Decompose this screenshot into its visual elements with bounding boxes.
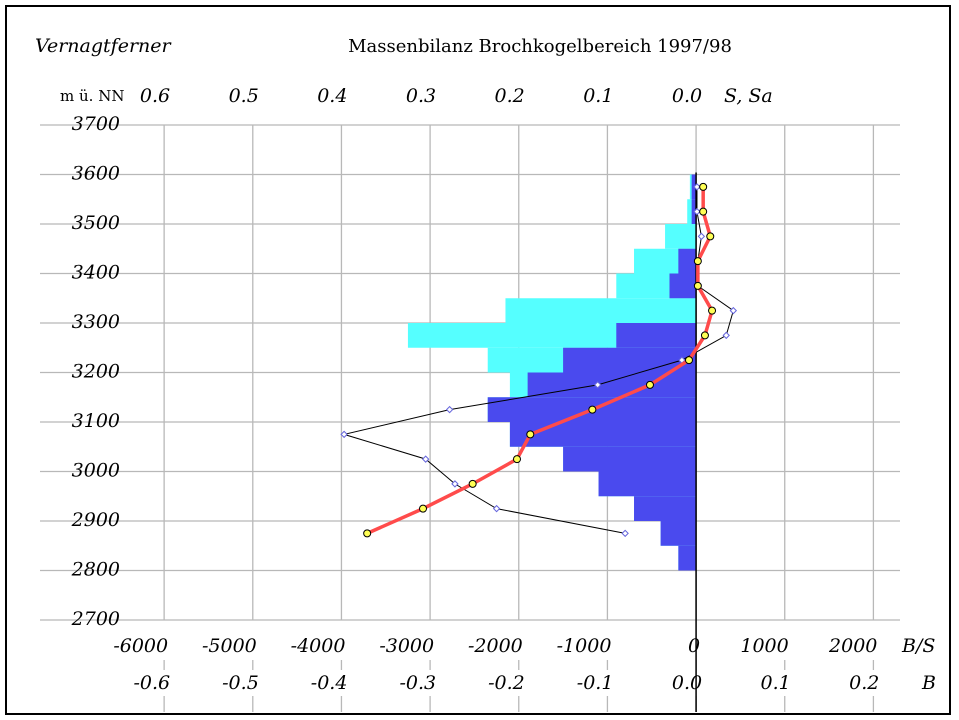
point — [419, 504, 428, 513]
x3-tick-label: 0.2 — [849, 672, 879, 694]
point — [678, 356, 686, 364]
frame — [5, 5, 951, 715]
bar — [678, 545, 697, 571]
point — [363, 529, 372, 538]
y-axis-label: m ü. NN — [60, 87, 124, 105]
point — [468, 479, 477, 488]
x-tick-label: -1000 — [557, 635, 612, 657]
point — [451, 480, 459, 488]
x3-tick-label: -0.6 — [133, 672, 170, 694]
point — [593, 381, 602, 389]
point — [445, 405, 454, 414]
x3-tick-label: 0.1 — [761, 672, 791, 694]
bar — [665, 224, 697, 249]
point — [621, 529, 629, 538]
point — [693, 281, 702, 290]
chart-subtitle: Vernagtferner — [35, 35, 173, 57]
y-tick-label: 3000 — [72, 460, 120, 482]
x3-tick-label: -0.4 — [311, 672, 348, 694]
point — [684, 356, 693, 365]
point — [421, 455, 430, 463]
bar — [660, 521, 697, 546]
point — [512, 455, 521, 464]
point — [729, 306, 738, 315]
x2-tick-label: 0.0 — [672, 85, 702, 107]
y-tick-label: 3500 — [72, 212, 120, 234]
x3-tick-label: 0.0 — [672, 672, 702, 694]
bar — [616, 323, 697, 348]
x3-axis-label: B — [921, 672, 936, 694]
x-tick-label: -6000 — [113, 635, 168, 657]
bar — [563, 446, 697, 472]
x-tick-label: 2000 — [828, 635, 877, 657]
point — [526, 430, 535, 439]
point — [693, 257, 702, 266]
point — [699, 207, 708, 216]
bar — [505, 298, 697, 323]
x2-tick-label: 0.3 — [406, 85, 436, 107]
x3-tick-label: -0.3 — [399, 672, 436, 694]
y-tick-label: 3300 — [72, 311, 120, 333]
x2-tick-label: 0.6 — [140, 85, 170, 107]
x-tick-label: 1000 — [740, 635, 788, 657]
x-tick-label: 0 — [688, 635, 700, 657]
x-axis-label: B/S — [901, 635, 935, 657]
y-tick-label: 3700 — [72, 113, 120, 135]
x-tick-label: -4000 — [291, 635, 346, 657]
point — [697, 232, 706, 241]
x3-tick-label: -0.5 — [222, 672, 259, 694]
y-tick-label: 3400 — [72, 262, 120, 284]
x2-tick-label: 0.5 — [229, 85, 259, 107]
point — [700, 331, 709, 340]
x2-axis-label: S, Sa — [724, 85, 773, 107]
y-tick-label: 2900 — [71, 509, 120, 531]
point — [722, 331, 730, 340]
point — [340, 430, 348, 439]
x2-tick-label: 0.4 — [317, 85, 347, 107]
x2-tick-label: 0.2 — [495, 85, 525, 107]
y-tick-label: 3600 — [72, 163, 120, 185]
point — [708, 306, 717, 315]
bar — [527, 372, 697, 398]
bar — [598, 471, 697, 497]
bar — [509, 422, 697, 447]
y-tick-label: 3100 — [72, 410, 120, 432]
x-tick-label: -2000 — [468, 635, 523, 657]
x-tick-label: -5000 — [202, 635, 257, 657]
point — [645, 380, 654, 389]
bar — [678, 248, 697, 274]
bar — [669, 273, 697, 299]
x3-tick-label: -0.2 — [488, 672, 525, 694]
y-tick-label: 2700 — [71, 608, 120, 630]
x-tick-label: -3000 — [379, 635, 434, 657]
point — [706, 232, 715, 241]
x2-tick-label: 0.1 — [583, 85, 613, 107]
x3-tick-label: -0.1 — [577, 672, 614, 694]
bar — [634, 496, 697, 521]
y-tick-label: 2800 — [71, 559, 120, 581]
point — [699, 182, 708, 191]
point — [492, 504, 501, 513]
point — [588, 405, 597, 414]
chart-title: Massenbilanz Brochkogelbereich 1997/98 — [348, 36, 732, 57]
y-tick-label: 3200 — [72, 361, 120, 383]
